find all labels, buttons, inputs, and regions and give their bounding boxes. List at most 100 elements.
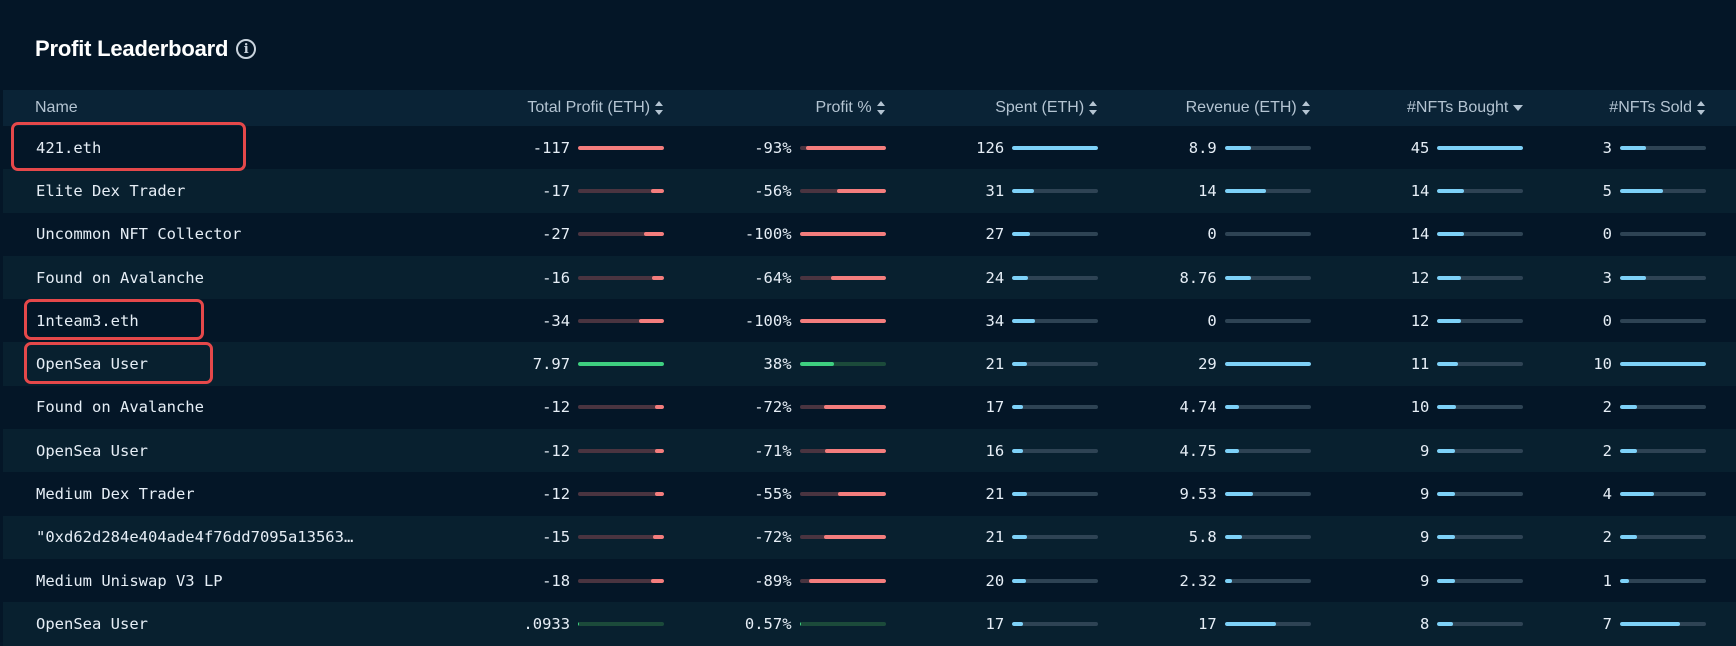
row-name-cell[interactable]: OpenSea User xyxy=(3,429,451,472)
profit-pct-value: -100% xyxy=(744,311,792,330)
column-header-revenue[interactable]: Revenue (ETH) xyxy=(1098,90,1311,126)
spent-value: 126 xyxy=(976,138,1005,157)
revenue-value: 0 xyxy=(1207,311,1217,330)
spent-bar xyxy=(1012,318,1099,323)
row-name[interactable]: Found on Avalanche xyxy=(36,398,204,417)
row-name-cell[interactable]: Medium Dex Trader xyxy=(3,472,451,515)
nfts-bought-bar xyxy=(1437,621,1524,626)
row-name-cell[interactable]: Elite Dex Trader xyxy=(3,169,451,212)
row-name[interactable]: "0xd62d284e404ade4f76dd7095a13563… xyxy=(36,528,354,547)
table-row[interactable]: 1nteam3.eth -34 -100% 34 0 12 0 xyxy=(3,299,1736,343)
nfts-bought-value: 8 xyxy=(1420,614,1430,633)
table-row[interactable]: 421.eth -117 -93% 126 8.9 45 3 xyxy=(3,126,1736,170)
profit-pct-value: -56% xyxy=(754,181,792,200)
table-body: 421.eth -117 -93% 126 8.9 45 3 Elite Dex… xyxy=(3,126,1736,646)
row-name-cell[interactable]: Found on Avalanche xyxy=(3,256,451,299)
profit-pct-value: 38% xyxy=(763,355,792,374)
spent-bar xyxy=(1012,448,1099,453)
nfts-bought-bar xyxy=(1437,188,1524,193)
spent-value: 24 xyxy=(985,268,1005,287)
row-name[interactable]: OpenSea User xyxy=(36,355,148,374)
total-profit-value: -27 xyxy=(542,225,571,244)
total-profit-value: 7.97 xyxy=(532,355,571,374)
total-profit-value: .0933 xyxy=(523,614,571,633)
row-name-cell[interactable]: OpenSea User xyxy=(3,342,451,385)
row-name-cell[interactable]: Found on Avalanche xyxy=(3,386,451,429)
revenue-value: 5.8 xyxy=(1188,528,1217,547)
sort-desc-icon[interactable] xyxy=(1513,104,1524,111)
revenue-bar xyxy=(1224,275,1311,280)
nfts-sold-bar xyxy=(1620,621,1706,626)
profit-pct-bar xyxy=(799,232,886,237)
row-name-cell[interactable]: OpenSea User xyxy=(3,602,451,645)
table-row[interactable]: Medium Uniswap V3 LP -18 -89% 20 2.32 9 … xyxy=(3,558,1736,603)
column-header-total-profit[interactable]: Total Profit (ETH) xyxy=(451,90,664,126)
revenue-value: 8.9 xyxy=(1188,138,1217,157)
table-row[interactable]: Elite Dex Trader -17 -56% 31 14 14 5 xyxy=(3,169,1736,213)
total-profit-value: -12 xyxy=(542,485,571,504)
column-header-nfts-bought[interactable]: #NFTs Bought xyxy=(1311,90,1524,126)
row-name[interactable]: Medium Dex Trader xyxy=(36,485,195,504)
table-row[interactable]: Found on Avalanche -16 -64% 24 8.76 12 3 xyxy=(3,255,1736,300)
total-profit-bar xyxy=(578,275,665,280)
nfts-sold-value: 3 xyxy=(1602,138,1612,157)
table-row[interactable]: OpenSea User .0933 0.57% 17 17 8 7 xyxy=(3,602,1736,646)
column-header-spent[interactable]: Spent (ETH) xyxy=(886,90,1099,126)
sort-icon[interactable] xyxy=(1089,100,1098,115)
profit-pct-bar xyxy=(799,188,886,193)
row-name[interactable]: Elite Dex Trader xyxy=(36,181,186,200)
total-profit-bar xyxy=(578,578,665,583)
table-row[interactable]: OpenSea User 7.97 38% 21 29 11 10 xyxy=(3,342,1736,386)
column-header-nfts-sold[interactable]: #NFTs Sold xyxy=(1523,90,1736,126)
sort-icon[interactable] xyxy=(876,100,886,115)
total-profit-value: -15 xyxy=(542,528,571,547)
table-row[interactable]: Found on Avalanche -12 -72% 17 4.74 10 2 xyxy=(3,385,1736,430)
revenue-value: 9.53 xyxy=(1179,485,1217,504)
table-row[interactable]: Uncommon NFT Collector -27 -100% 27 0 14… xyxy=(3,212,1736,256)
revenue-bar xyxy=(1224,188,1311,193)
nfts-bought-value: 14 xyxy=(1410,225,1430,244)
row-name[interactable]: Medium Uniswap V3 LP xyxy=(36,571,223,590)
row-name[interactable]: Found on Avalanche xyxy=(36,268,204,287)
column-header-name: Name xyxy=(35,99,78,116)
info-icon[interactable]: i xyxy=(236,39,257,59)
profit-pct-value: -64% xyxy=(754,268,792,287)
row-name[interactable]: 421.eth xyxy=(36,138,102,157)
column-header-profit-pct[interactable]: Profit % xyxy=(664,90,885,126)
total-profit-bar xyxy=(578,232,665,237)
row-name-cell[interactable]: Uncommon NFT Collector xyxy=(3,213,451,256)
nfts-sold-bar xyxy=(1620,188,1706,193)
total-profit-bar xyxy=(578,318,665,323)
nfts-bought-value: 9 xyxy=(1420,528,1430,547)
revenue-bar xyxy=(1224,232,1311,237)
sort-icon[interactable] xyxy=(655,100,664,115)
profit-pct-bar xyxy=(799,145,886,150)
sort-icon[interactable] xyxy=(1697,100,1706,115)
row-name-cell[interactable]: 1nteam3.eth xyxy=(3,299,451,342)
table-row[interactable]: "0xd62d284e404ade4f76dd7095a13563… -15 -… xyxy=(3,515,1736,559)
spent-bar xyxy=(1012,188,1099,193)
row-name[interactable]: Uncommon NFT Collector xyxy=(36,225,242,244)
row-name[interactable]: OpenSea User xyxy=(36,441,148,460)
nfts-bought-value: 45 xyxy=(1410,138,1430,157)
row-name-cell[interactable]: 421.eth xyxy=(3,126,451,169)
profit-pct-bar xyxy=(799,621,886,626)
profit-pct-bar xyxy=(799,578,886,583)
nfts-bought-value: 11 xyxy=(1410,355,1430,374)
spent-value: 27 xyxy=(985,225,1005,244)
nfts-sold-bar xyxy=(1620,405,1706,410)
table-row[interactable]: Medium Dex Trader -12 -55% 21 9.53 9 4 xyxy=(3,472,1736,516)
nfts-bought-bar xyxy=(1437,145,1524,150)
profit-pct-value: -100% xyxy=(744,225,792,244)
row-name-cell[interactable]: "0xd62d284e404ade4f76dd7095a13563… xyxy=(3,516,451,559)
table-row[interactable]: OpenSea User -12 -71% 16 4.75 9 2 xyxy=(3,429,1736,473)
nfts-sold-value: 4 xyxy=(1602,485,1612,504)
row-name[interactable]: OpenSea User xyxy=(36,614,148,633)
spent-value: 34 xyxy=(985,311,1005,330)
sort-icon[interactable] xyxy=(1301,100,1311,115)
nfts-bought-bar xyxy=(1437,275,1524,280)
nfts-sold-value: 3 xyxy=(1602,268,1612,287)
row-name[interactable]: 1nteam3.eth xyxy=(36,311,139,330)
profit-pct-value: -55% xyxy=(754,485,792,504)
row-name-cell[interactable]: Medium Uniswap V3 LP xyxy=(3,559,451,602)
